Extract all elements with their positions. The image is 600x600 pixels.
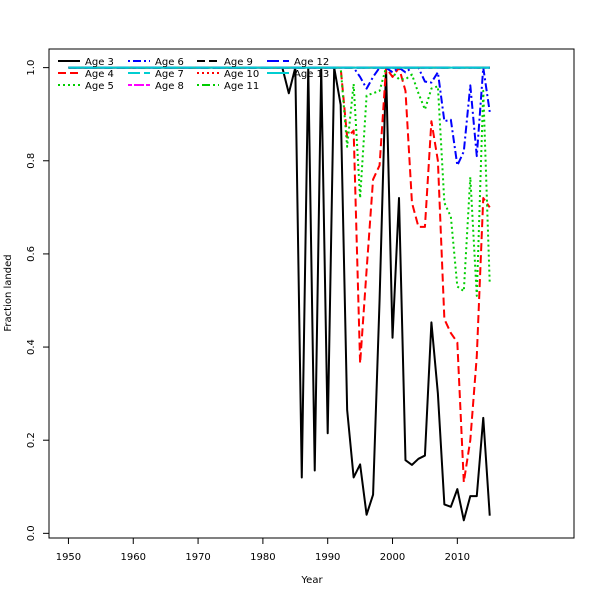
x-axis: 1950 1960 1970 1980 1990 2000 2010: [56, 538, 470, 563]
x-tick-label: 1990: [315, 552, 340, 563]
x-tick-label: 2000: [380, 552, 405, 563]
x-axis-label: Year: [300, 575, 323, 586]
y-tick-label: 0.4: [26, 339, 37, 355]
series-line-age-6: [68, 66, 491, 167]
y-tick-label: 0.0: [26, 525, 37, 541]
y-tick-label: 0.2: [26, 432, 37, 448]
y-axis: 0.0 0.2 0.4 0.6 0.8 1.0: [26, 60, 49, 541]
legend-label: Age 3: [85, 57, 114, 68]
legend-label: Age 7: [155, 69, 184, 80]
legend-label: Age 13: [294, 69, 329, 80]
legend-label: Age 6: [155, 57, 184, 68]
legend-label: Age 12: [294, 57, 329, 68]
legend-label: Age 9: [224, 57, 253, 68]
series-line-age-5: [68, 66, 491, 297]
y-axis-label: Fraction landed: [3, 254, 14, 331]
legend-label: Age 5: [85, 81, 114, 92]
y-tick-label: 0.6: [26, 246, 37, 262]
x-tick-label: 1960: [121, 552, 146, 563]
plot-area: [48, 48, 575, 539]
x-tick-label: 1950: [56, 552, 81, 563]
y-tick-label: 1.0: [26, 60, 37, 76]
y-tick-label: 0.8: [26, 153, 37, 169]
legend-label: Age 4: [85, 69, 114, 80]
series-line-age-3: [68, 66, 491, 522]
x-tick-label: 1980: [250, 552, 275, 563]
legend-label: Age 10: [224, 69, 259, 80]
legend-label: Age 8: [155, 81, 184, 92]
legend-label: Age 11: [224, 81, 259, 92]
x-tick-label: 2010: [445, 552, 470, 563]
x-tick-label: 1970: [185, 552, 210, 563]
series-layer: [68, 66, 491, 522]
